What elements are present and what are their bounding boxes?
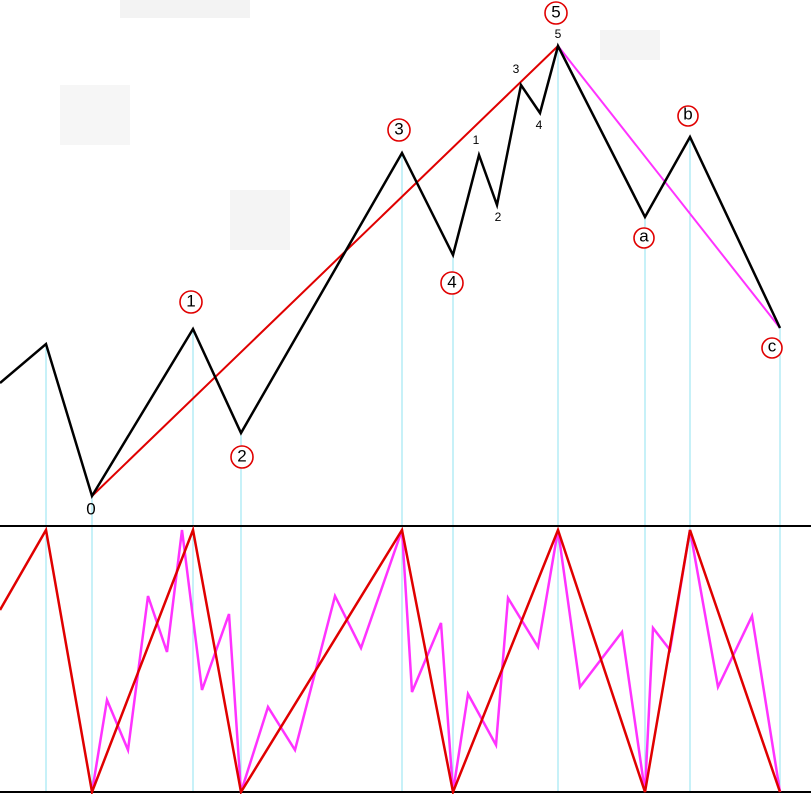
sub-wave-label: 1 [473,133,480,147]
sub-wave-label: 4 [536,118,543,132]
correction-trend-line [557,45,781,329]
label-circle [179,290,203,314]
oscillator-main-wave [0,525,782,794]
label-circle [544,1,568,25]
wave-label: 3 [394,119,403,138]
wave-label: 5 [551,2,560,21]
label-circle [677,105,699,127]
wave-label: 0 [86,499,95,518]
oscillator-sub-wave [90,529,782,793]
bg-texture [120,0,250,18]
wave-label: c [768,336,777,355]
wave-label: 4 [447,272,456,291]
impulse-trend-line [91,45,559,497]
label-circle [761,337,783,359]
wave-label: 1 [186,291,195,310]
label-circle [230,445,254,469]
wave-label: 2 [237,446,246,465]
wave-label: b [683,104,692,123]
bg-texture [600,30,660,60]
label-circle [387,118,411,142]
sub-wave-label: 2 [495,210,502,224]
wave-label: a [639,226,649,245]
bg-texture [230,190,290,250]
label-circle [633,227,655,249]
price-wave [0,42,782,500]
sub-wave-label: 3 [513,62,520,76]
bg-texture [60,85,130,145]
label-circle [440,271,464,295]
sub-wave-label: 5 [555,27,562,41]
guide-lines [45,46,781,792]
